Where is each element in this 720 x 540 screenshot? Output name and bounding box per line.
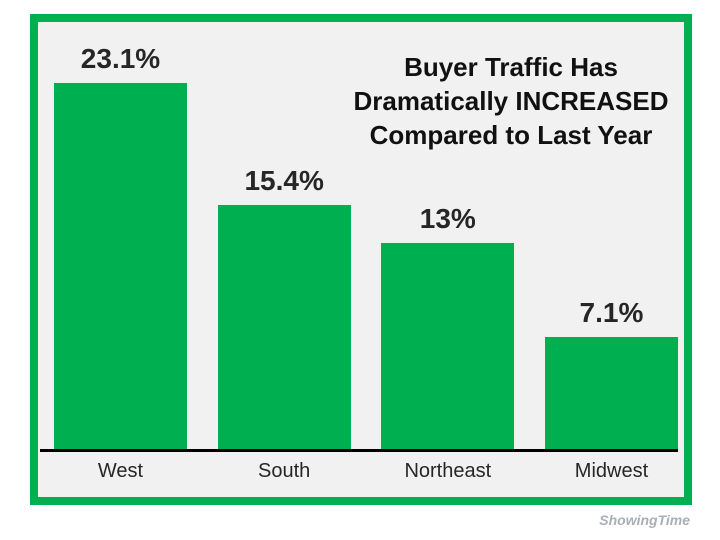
bars-row: 23.1% 15.4% 13% 7.1% bbox=[54, 22, 678, 450]
x-axis-label: Northeast bbox=[404, 460, 492, 482]
watermark: ShowingTime bbox=[599, 512, 690, 528]
chart-title-line-2: Dramatically INCREASED bbox=[353, 86, 669, 116]
bar-value-label: 15.4% bbox=[244, 165, 324, 196]
bar bbox=[54, 83, 187, 450]
bar-column: 15.4% bbox=[217, 165, 351, 450]
bar bbox=[217, 205, 351, 450]
bar-value-label: 7.1% bbox=[579, 297, 644, 328]
x-axis-line bbox=[40, 449, 678, 452]
x-axis-label: South bbox=[258, 460, 311, 482]
bar bbox=[381, 243, 515, 450]
chart-title: Buyer Traffic Has Dramatically INCREASED… bbox=[346, 50, 676, 152]
bar-column: 23.1% bbox=[54, 43, 187, 450]
chart-title-line-3: Compared to Last Year bbox=[369, 120, 653, 150]
x-labels-row: West South Northeast Midwest bbox=[54, 460, 678, 483]
x-axis-label: Midwest bbox=[574, 460, 649, 482]
chart-frame: Buyer Traffic Has Dramatically INCREASED… bbox=[30, 14, 692, 505]
x-axis-label: West bbox=[97, 460, 144, 482]
bar-column: 13% bbox=[381, 203, 515, 450]
bar bbox=[544, 337, 678, 450]
bar-value-label: 13% bbox=[419, 203, 476, 234]
bar-column: 7.1% bbox=[544, 297, 678, 450]
chart-title-line-1: Buyer Traffic Has bbox=[404, 52, 618, 82]
bar-value-label: 23.1% bbox=[80, 43, 161, 74]
